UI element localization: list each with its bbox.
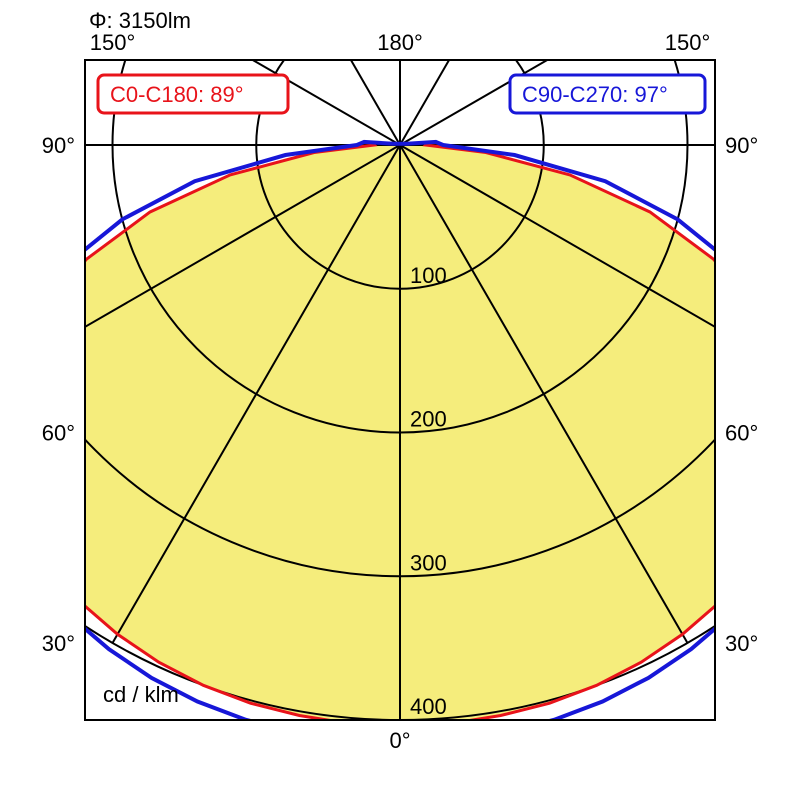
ring-label-300: 300	[410, 550, 447, 575]
legend-blue-label: C90-C270: 97°	[522, 82, 668, 107]
angle-label-90: 90°	[725, 133, 758, 158]
flux-title: Φ: 3150lm	[89, 8, 191, 33]
ring-label-400: 400	[410, 694, 447, 719]
angle-label-60: 60°	[725, 421, 758, 446]
angle-label--60: 60°	[42, 421, 75, 446]
unit-label: cd / klm	[103, 682, 179, 707]
ring-label-100: 100	[410, 263, 447, 288]
photometric-polar-chart: 100200300400120°150°180°150°120°90°60°30…	[0, 0, 800, 800]
legend-red-label: C0-C180: 89°	[110, 82, 244, 107]
angle-label-180: 180°	[377, 30, 423, 55]
angle-label-150: 150°	[665, 30, 711, 55]
ring-label-200: 200	[410, 407, 447, 432]
angle-label-0: 0°	[389, 728, 410, 753]
angle-label--30: 30°	[42, 631, 75, 656]
angle-label-30: 30°	[725, 631, 758, 656]
angle-label--90: 90°	[42, 133, 75, 158]
angle-label--150: 150°	[90, 30, 136, 55]
